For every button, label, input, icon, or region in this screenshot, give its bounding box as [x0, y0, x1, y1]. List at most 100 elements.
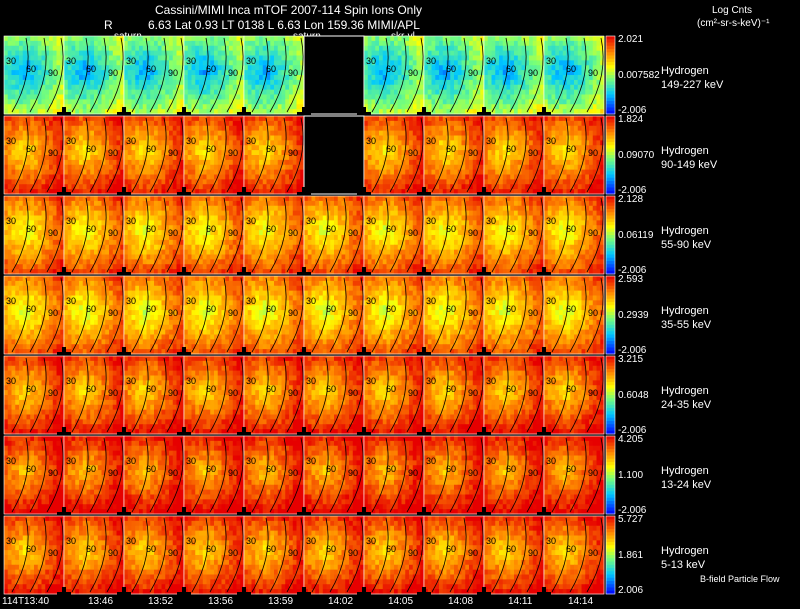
marker-cross [537, 347, 551, 361]
contour-label-30: 30 [486, 456, 496, 466]
contour-label-30: 30 [306, 296, 316, 306]
panel-r1-c1: 30 60 90 [63, 115, 125, 195]
contour-label-90: 90 [288, 548, 298, 558]
energy-label: 24-35 keV [661, 399, 712, 411]
marker-cross [57, 107, 71, 121]
colorbar-min: -2.006 [618, 185, 647, 196]
contour-label-60: 60 [386, 384, 396, 394]
contour-label-90: 90 [228, 68, 238, 78]
contour-label-90: 90 [468, 148, 478, 158]
panel-r6-c4: 30 60 90 [243, 515, 305, 595]
contour-label-30: 30 [6, 296, 16, 306]
marker-cross [417, 107, 431, 121]
contour-label-90: 90 [108, 228, 118, 238]
panel-r4-c5: 30 60 90 [303, 355, 365, 435]
contour-label-90: 90 [168, 468, 178, 478]
contour-label-30: 30 [66, 136, 76, 146]
contour-label-30: 30 [366, 136, 376, 146]
marker-cross [417, 347, 431, 361]
panel-r0-c8: 30 60 90 [483, 35, 545, 115]
energy-label: 90-149 keV [661, 159, 718, 171]
contour-label-90: 90 [528, 148, 538, 158]
contour-label-90: 90 [108, 388, 118, 398]
contour-label-60: 60 [386, 464, 396, 474]
colorbar-max: 1.824 [618, 114, 644, 125]
panel-r5-c9: 30 60 90 [543, 435, 605, 515]
contour-label-30: 30 [546, 56, 556, 66]
marker-cross [177, 107, 191, 121]
contour-label-90: 90 [228, 228, 238, 238]
marker-cross [477, 267, 491, 281]
colorbar-min: -2.006 [618, 505, 647, 516]
contour-label-30: 30 [6, 216, 16, 226]
panel-r3-c7: 30 60 90 [423, 275, 485, 355]
marker-cross [117, 427, 131, 441]
panel-r3-c4: 30 60 90 [243, 275, 305, 355]
colorbar-min: -2.006 [618, 265, 647, 276]
contour-label-90: 90 [528, 68, 538, 78]
panel-r0-c7: 30 60 90 [423, 35, 485, 115]
marker-cross [477, 427, 491, 441]
contour-label-90: 90 [408, 68, 418, 78]
colorbar-max: 2.128 [618, 194, 644, 205]
contour-label-90: 90 [348, 308, 358, 318]
panel-r0-c6: 30 60 90 [363, 35, 425, 115]
contour-label-30: 30 [66, 296, 76, 306]
marker-cross [477, 587, 491, 601]
marker-cross [177, 507, 191, 521]
contour-label-30: 30 [186, 296, 196, 306]
contour-label-90: 90 [588, 308, 598, 318]
panel-r5-c8: 30 60 90 [483, 435, 545, 515]
contour-label-60: 60 [566, 304, 576, 314]
contour-label-30: 30 [546, 456, 556, 466]
panel-r5-c3: 30 60 90 [183, 435, 245, 515]
panel-r0-c1: 30 60 90 [63, 35, 125, 115]
contour-label-90: 90 [48, 228, 58, 238]
contour-label-60: 60 [146, 144, 156, 154]
contour-label-60: 60 [86, 464, 96, 474]
position-line: 6.63 Lat 0.93 LT 0138 L 6.63 Lon 159.36 … [148, 18, 420, 32]
contour-label-90: 90 [528, 468, 538, 478]
panel-r1-c5 [303, 115, 365, 195]
contour-label-60: 60 [86, 304, 96, 314]
contour-label-60: 60 [26, 224, 36, 234]
panel-r6-c0: 30 60 90 [3, 515, 65, 595]
contour-label-90: 90 [168, 548, 178, 558]
contour-label-60: 60 [86, 384, 96, 394]
energy-label: 149-227 keV [661, 79, 724, 91]
panel-r3-c3: 30 60 90 [183, 275, 245, 355]
colorbar-mid: 1.100 [618, 470, 644, 481]
marker-cross [297, 507, 311, 521]
marker-cross [117, 267, 131, 281]
contour-label-60: 60 [446, 464, 456, 474]
colorbar-min: 2.006 [618, 585, 644, 596]
contour-label-30: 30 [126, 456, 136, 466]
time-label: 14:11 [508, 596, 533, 607]
colorbar-mid: 1.861 [618, 550, 644, 561]
contour-label-90: 90 [348, 388, 358, 398]
panel-r2-c4: 30 60 90 [243, 195, 305, 275]
contour-label-60: 60 [206, 384, 216, 394]
time-label: 14:08 [448, 596, 474, 607]
panel-r2-c0: 30 60 90 [3, 195, 65, 275]
contour-label-60: 60 [26, 144, 36, 154]
marker-cross [297, 587, 311, 601]
contour-label-30: 30 [246, 296, 256, 306]
contour-label-60: 60 [146, 224, 156, 234]
panel-r1-c9: 30 60 90 [543, 115, 605, 195]
contour-label-90: 90 [588, 68, 598, 78]
species-label: Hydrogen [661, 465, 709, 477]
contour-label-60: 60 [446, 224, 456, 234]
contour-label-60: 60 [446, 64, 456, 74]
contour-label-30: 30 [366, 376, 376, 386]
contour-label-30: 30 [426, 456, 436, 466]
contour-label-60: 60 [26, 464, 36, 474]
colorbar-r4 [605, 355, 616, 435]
marker-cross [117, 347, 131, 361]
colorbar-max: 3.215 [618, 354, 644, 365]
marker-cross [477, 187, 491, 201]
species-label: Hydrogen [661, 305, 709, 317]
contour-label-90: 90 [348, 228, 358, 238]
marker-cross [117, 507, 131, 521]
contour-label-90: 90 [288, 388, 298, 398]
